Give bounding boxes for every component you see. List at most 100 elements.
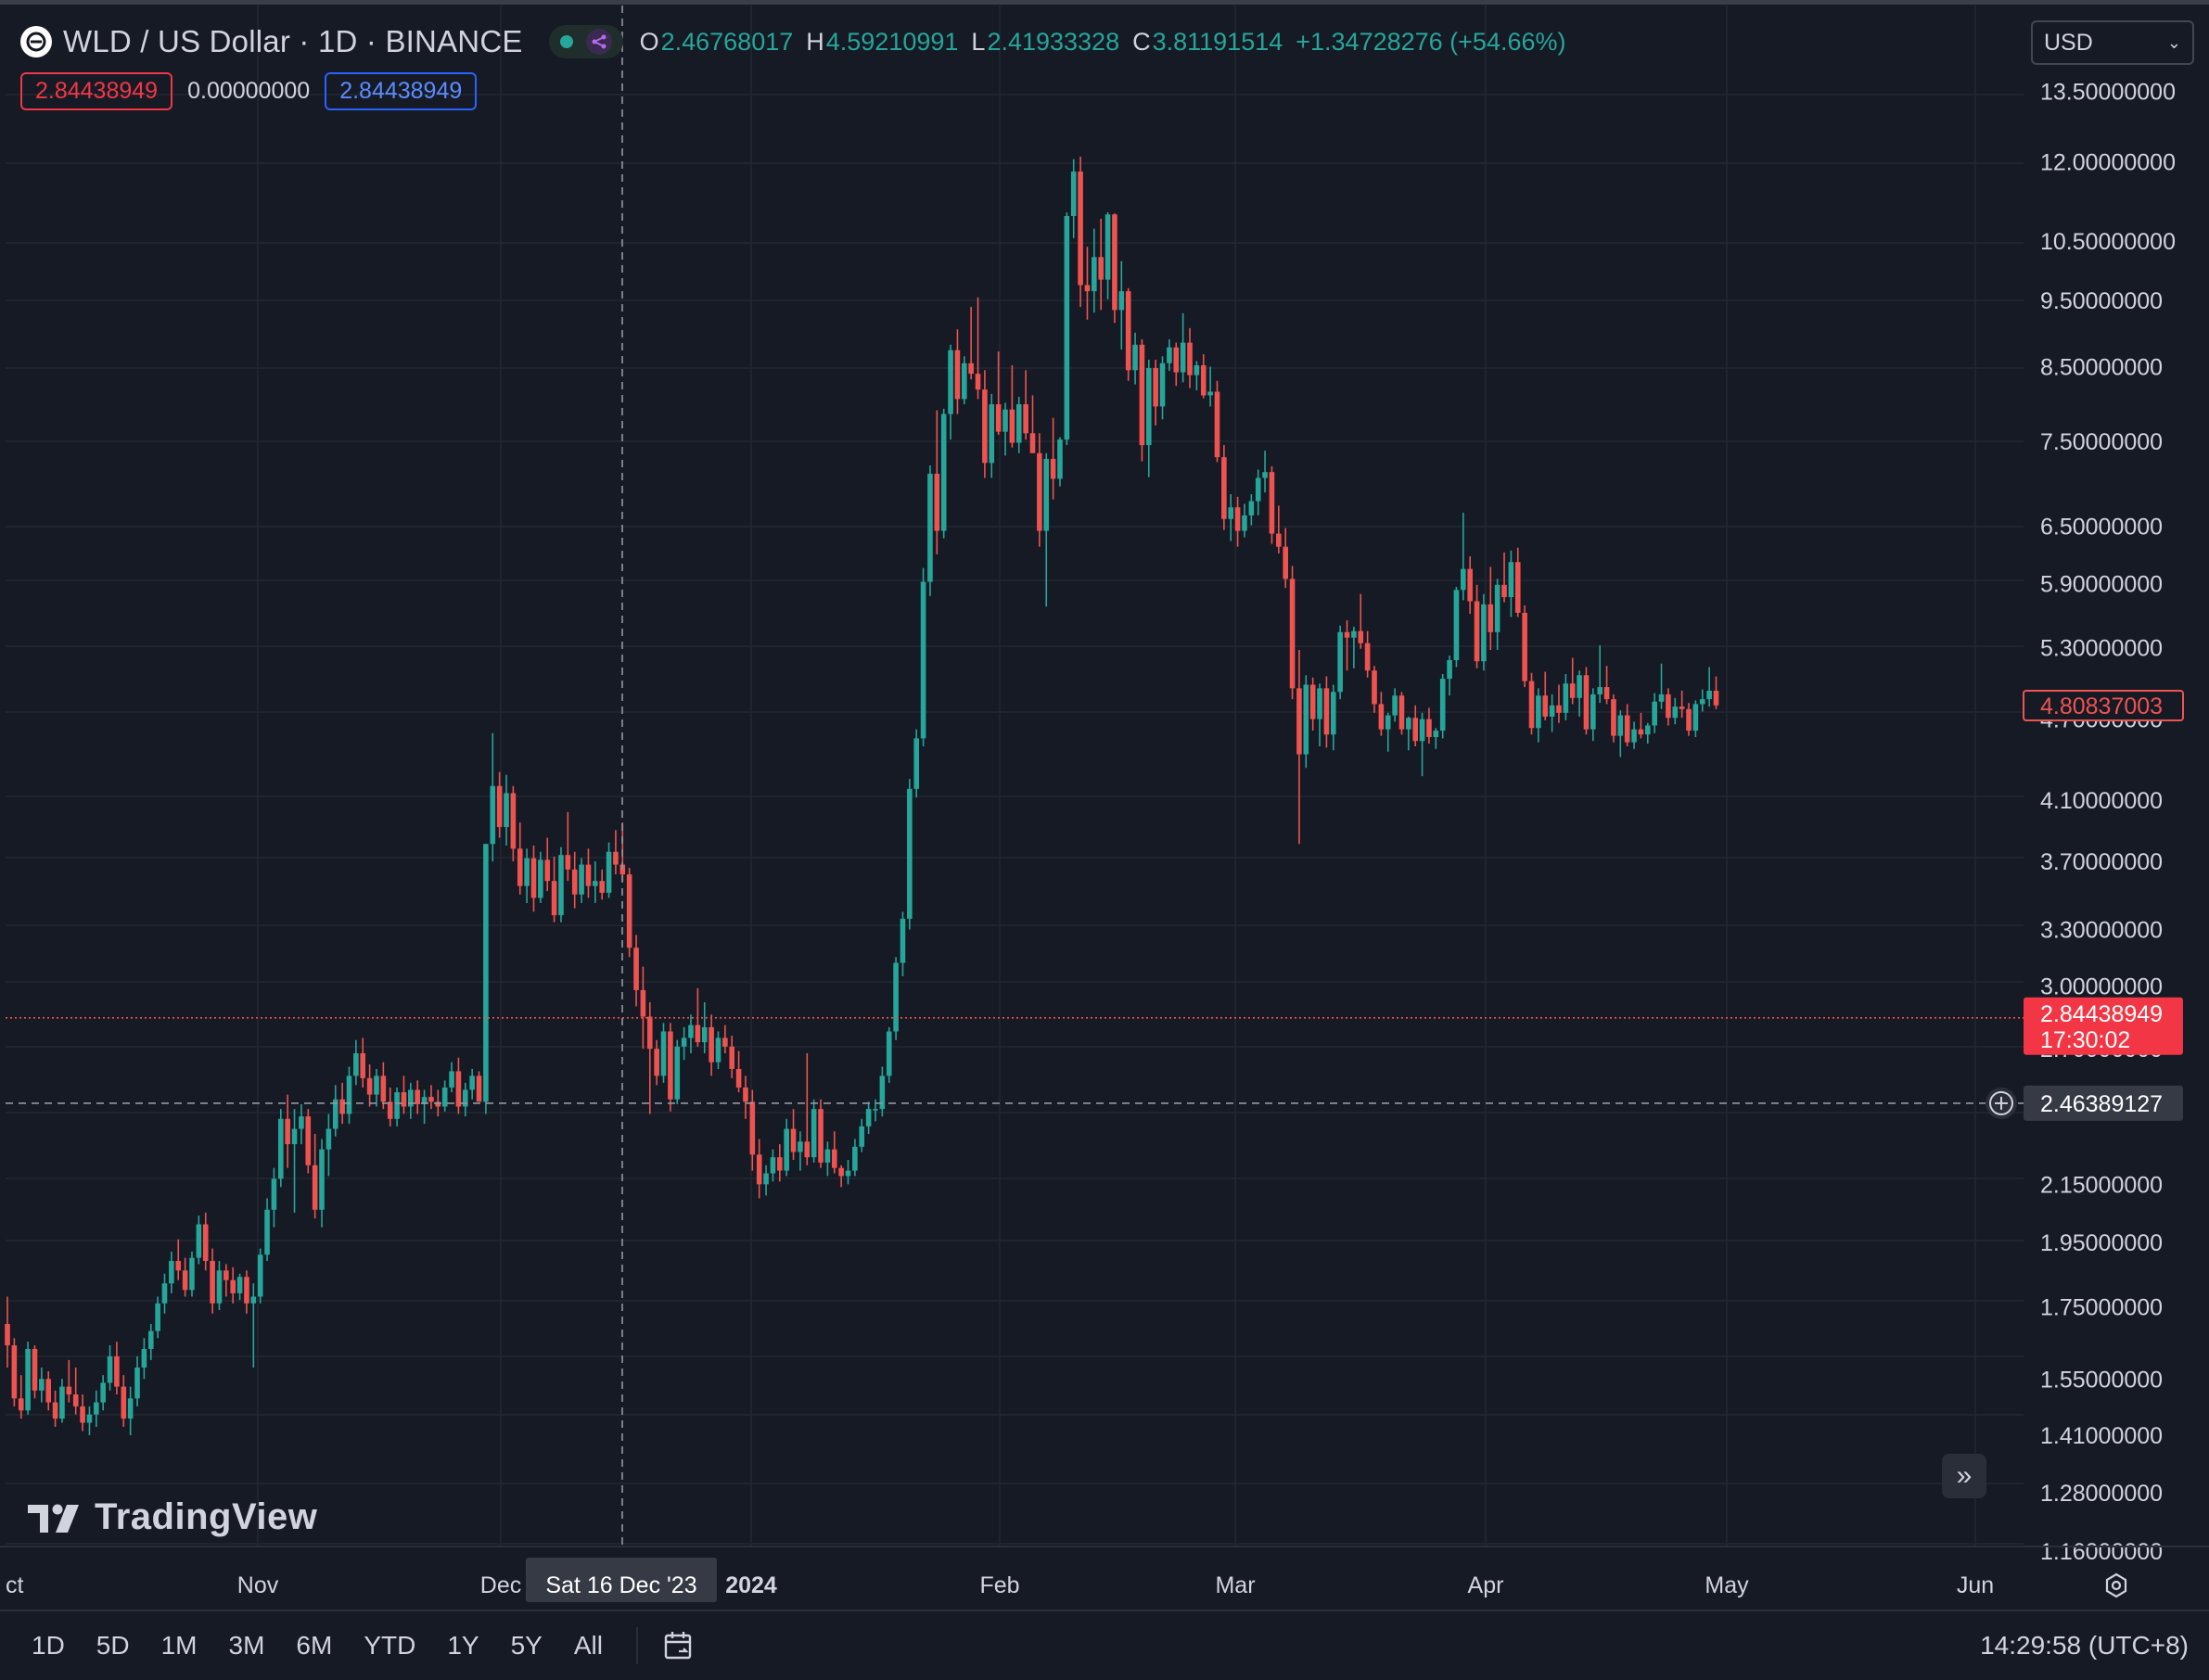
candle[interactable] bbox=[52, 1390, 58, 1427]
candle[interactable] bbox=[1494, 579, 1500, 650]
candle[interactable] bbox=[1692, 700, 1699, 738]
candle[interactable] bbox=[1385, 712, 1391, 752]
candle[interactable] bbox=[1228, 494, 1234, 541]
candle[interactable] bbox=[1317, 683, 1322, 746]
candle[interactable] bbox=[1488, 566, 1494, 650]
candle[interactable] bbox=[1098, 218, 1104, 311]
candle[interactable] bbox=[715, 1031, 721, 1069]
candle[interactable] bbox=[1453, 587, 1460, 668]
candle[interactable] bbox=[236, 1273, 243, 1301]
candle[interactable] bbox=[1378, 692, 1385, 736]
candle[interactable] bbox=[1617, 710, 1624, 757]
candle[interactable] bbox=[1508, 550, 1514, 617]
candle[interactable] bbox=[1392, 688, 1398, 722]
candle[interactable] bbox=[1167, 339, 1172, 372]
candle[interactable] bbox=[230, 1266, 236, 1304]
candle[interactable] bbox=[1078, 156, 1083, 307]
candle[interactable] bbox=[859, 1118, 865, 1152]
candle[interactable] bbox=[1248, 494, 1255, 526]
candle[interactable] bbox=[1569, 657, 1576, 705]
range-1m-button[interactable]: 1M bbox=[160, 1631, 198, 1660]
candle[interactable] bbox=[175, 1239, 182, 1280]
candle[interactable] bbox=[66, 1359, 72, 1403]
candle[interactable] bbox=[975, 297, 981, 400]
candle[interactable] bbox=[1214, 380, 1220, 463]
candle[interactable] bbox=[654, 1039, 659, 1086]
candle[interactable] bbox=[1433, 728, 1439, 749]
candle[interactable] bbox=[490, 732, 496, 862]
candle[interactable] bbox=[873, 1099, 878, 1122]
candle[interactable] bbox=[312, 1134, 318, 1219]
currency-select[interactable]: USD ⌄ bbox=[2031, 20, 2194, 65]
candle[interactable] bbox=[496, 771, 503, 838]
candle[interactable] bbox=[668, 1023, 673, 1112]
candle[interactable] bbox=[838, 1165, 844, 1188]
candle[interactable] bbox=[415, 1080, 420, 1114]
candle[interactable] bbox=[1029, 395, 1036, 453]
candle[interactable] bbox=[1398, 692, 1405, 735]
candle[interactable] bbox=[1514, 547, 1521, 617]
range-5d-button[interactable]: 5D bbox=[96, 1631, 130, 1660]
candle[interactable] bbox=[1624, 704, 1630, 746]
candle[interactable] bbox=[80, 1394, 85, 1432]
candle[interactable] bbox=[1426, 707, 1432, 745]
candle[interactable] bbox=[701, 1001, 708, 1053]
candle[interactable] bbox=[927, 465, 933, 596]
candle[interactable] bbox=[353, 1039, 359, 1086]
indicator-value-red[interactable]: 2.84438949 bbox=[20, 72, 173, 110]
time-axis[interactable]: ct Nov Dec 2024 Feb Mar Apr May Jun bbox=[0, 1546, 2209, 1598]
candle[interactable] bbox=[1269, 465, 1275, 544]
candle[interactable] bbox=[626, 868, 632, 958]
candle[interactable] bbox=[640, 966, 646, 1050]
candle[interactable] bbox=[989, 393, 995, 478]
candle[interactable] bbox=[483, 844, 489, 1114]
candle[interactable] bbox=[1092, 228, 1097, 313]
axis-settings-button[interactable] bbox=[2100, 1569, 2133, 1602]
candle[interactable] bbox=[299, 1103, 304, 1145]
candle[interactable] bbox=[462, 1082, 468, 1117]
candle[interactable] bbox=[39, 1367, 45, 1403]
range-1y-button[interactable]: 1Y bbox=[447, 1631, 479, 1660]
candle[interactable] bbox=[948, 344, 953, 440]
range-5y-button[interactable]: 5Y bbox=[510, 1631, 543, 1660]
candle[interactable] bbox=[1590, 688, 1596, 742]
range-3m-button[interactable]: 3M bbox=[228, 1631, 265, 1660]
candle[interactable] bbox=[189, 1251, 195, 1297]
candle[interactable] bbox=[305, 1109, 312, 1174]
candle[interactable] bbox=[770, 1149, 776, 1182]
candle[interactable] bbox=[1296, 649, 1302, 845]
candle[interactable] bbox=[1276, 505, 1282, 554]
candle[interactable] bbox=[1023, 370, 1028, 440]
candle[interactable] bbox=[551, 856, 557, 923]
candle[interactable] bbox=[599, 869, 605, 900]
candle[interactable] bbox=[1583, 667, 1590, 735]
candle[interactable] bbox=[1603, 666, 1610, 705]
candle[interactable] bbox=[1679, 690, 1685, 719]
candle[interactable] bbox=[968, 306, 974, 380]
candle[interactable] bbox=[155, 1296, 160, 1339]
price-chart[interactable]: 13.50000000 12.00000000 10.50000000 9.50000… bbox=[0, 0, 2209, 1610]
candle[interactable] bbox=[954, 329, 961, 414]
candle[interactable] bbox=[1406, 716, 1411, 751]
candle[interactable] bbox=[1112, 213, 1117, 324]
candle[interactable] bbox=[223, 1264, 229, 1297]
candle[interactable] bbox=[722, 1025, 728, 1053]
candle[interactable] bbox=[660, 1023, 667, 1083]
candle[interactable] bbox=[455, 1057, 462, 1114]
candle[interactable] bbox=[784, 1118, 789, 1177]
candle[interactable] bbox=[1015, 397, 1022, 453]
candle[interactable] bbox=[1522, 605, 1527, 688]
candle[interactable] bbox=[1139, 339, 1145, 462]
candle[interactable] bbox=[141, 1338, 147, 1380]
candle[interactable] bbox=[401, 1075, 407, 1114]
candle[interactable] bbox=[940, 408, 947, 539]
candle[interactable] bbox=[920, 567, 926, 746]
tradingview-watermark[interactable]: TradingView bbox=[28, 1496, 317, 1538]
candle[interactable] bbox=[1330, 684, 1336, 751]
symbol-title[interactable]: WLD / US Dollar · 1D · BINANCE bbox=[63, 24, 523, 58]
candle[interactable] bbox=[900, 911, 906, 977]
candle[interactable] bbox=[1057, 437, 1063, 487]
candle[interactable] bbox=[729, 1036, 735, 1078]
candle[interactable] bbox=[1631, 721, 1637, 749]
candle[interactable] bbox=[1084, 247, 1091, 320]
